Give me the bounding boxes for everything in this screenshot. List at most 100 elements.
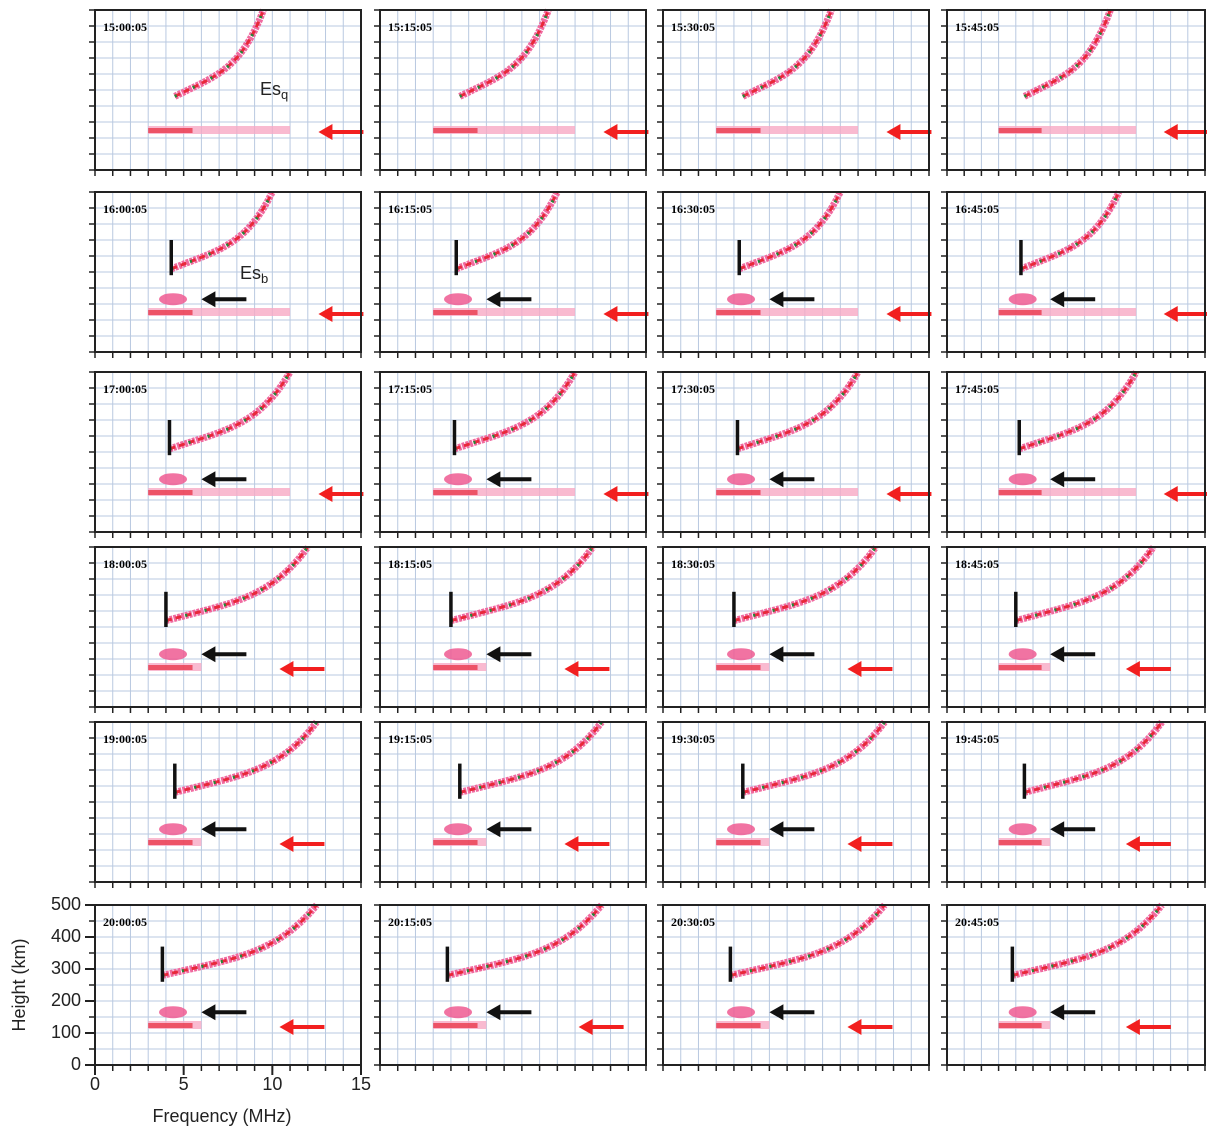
panel-time: 16:30:05 bbox=[671, 202, 715, 216]
panel-time: 17:15:05 bbox=[388, 382, 432, 396]
es-band-core bbox=[716, 310, 760, 315]
panel-time: 19:00:05 bbox=[103, 732, 147, 746]
es-band-core bbox=[716, 665, 760, 670]
f-trace bbox=[1012, 905, 1162, 975]
es-band-core bbox=[999, 665, 1042, 670]
f-trace-core bbox=[171, 192, 272, 269]
arrow-head bbox=[201, 1004, 215, 1020]
ionogram-panel: 19:45:05 bbox=[941, 722, 1205, 888]
panel-time: 15:30:05 bbox=[671, 20, 715, 34]
f-trace-core bbox=[456, 192, 557, 269]
panel-time: 19:30:05 bbox=[671, 732, 715, 746]
f-trace bbox=[1024, 722, 1162, 792]
y-tick-label: 0 bbox=[71, 1054, 81, 1074]
panel-time: 20:30:05 bbox=[671, 915, 715, 929]
f-trace-core bbox=[1021, 192, 1119, 269]
f-trace-green bbox=[171, 192, 272, 269]
f-trace-green bbox=[1021, 192, 1119, 269]
arrow-head bbox=[769, 1004, 783, 1020]
panel-time: 17:00:05 bbox=[103, 382, 147, 396]
f-trace bbox=[1021, 192, 1119, 269]
es-b-blob bbox=[727, 648, 755, 660]
ionogram-panel: 15:00:05 bbox=[89, 10, 363, 176]
es-b-blob bbox=[444, 1006, 472, 1018]
es-band-core bbox=[999, 840, 1042, 845]
panel-time: 18:15:05 bbox=[388, 557, 432, 571]
es-band-core bbox=[148, 128, 192, 133]
panel-time: 15:45:05 bbox=[955, 20, 999, 34]
arrow-head bbox=[1050, 646, 1064, 662]
es-band-core bbox=[148, 665, 192, 670]
es-band-core bbox=[148, 490, 192, 495]
figure: Frequency (MHz) Height (km) 15:00:0515:1… bbox=[0, 0, 1207, 1130]
es-band-core bbox=[999, 490, 1042, 495]
annotation-base: Es bbox=[240, 263, 261, 283]
es-band-core bbox=[433, 128, 477, 133]
es-band-core bbox=[999, 310, 1042, 315]
ionogram-panel: 16:00:05 bbox=[89, 192, 363, 358]
panel-time: 19:45:05 bbox=[955, 732, 999, 746]
f-trace-green bbox=[1024, 722, 1162, 792]
es-b-blob bbox=[444, 823, 472, 835]
arrow-head bbox=[486, 471, 500, 487]
arrow-head bbox=[486, 1004, 500, 1020]
ionogram-panel: 17:15:05 bbox=[374, 372, 648, 538]
annotation: Esq bbox=[260, 79, 288, 103]
panel-time: 19:15:05 bbox=[388, 732, 432, 746]
panel-time: 17:30:05 bbox=[671, 382, 715, 396]
f-trace bbox=[175, 722, 317, 792]
panel-time: 16:15:05 bbox=[388, 202, 432, 216]
f-trace-core bbox=[743, 722, 885, 792]
es-b-blob bbox=[159, 293, 187, 305]
es-b-blob bbox=[727, 473, 755, 485]
x-axis-label: Frequency (MHz) bbox=[152, 1106, 291, 1126]
es-band-core bbox=[433, 840, 477, 845]
f-trace-green bbox=[162, 905, 316, 975]
arrow-head bbox=[769, 821, 783, 837]
ionogram-panel: 16:30:05 bbox=[657, 192, 931, 358]
es-b-blob bbox=[444, 473, 472, 485]
arrow-head bbox=[769, 291, 783, 307]
f-trace-core bbox=[1024, 722, 1162, 792]
arrow-head bbox=[1050, 291, 1064, 307]
panel-time: 17:45:05 bbox=[955, 382, 999, 396]
f-trace-green bbox=[730, 905, 884, 975]
es-b-blob bbox=[727, 1006, 755, 1018]
f-trace-green bbox=[1012, 905, 1162, 975]
f-trace-green bbox=[456, 192, 557, 269]
ionogram-panel: 17:45:05 bbox=[941, 372, 1207, 538]
ionogram-panel: 19:30:05 bbox=[657, 722, 929, 888]
arrow-head bbox=[769, 646, 783, 662]
ionogram-panel: 16:15:05 bbox=[374, 192, 648, 358]
ionogram-panel: 20:30:05 bbox=[657, 905, 929, 1071]
y-tick-label: 100 bbox=[51, 1022, 81, 1042]
f-trace-green bbox=[447, 905, 601, 975]
es-b-blob bbox=[1009, 473, 1037, 485]
es-b-blob bbox=[1009, 648, 1037, 660]
es-band-core bbox=[148, 310, 192, 315]
es-b-blob bbox=[727, 823, 755, 835]
es-b-blob bbox=[159, 648, 187, 660]
es-b-blob bbox=[1009, 1006, 1037, 1018]
arrow-head bbox=[1050, 821, 1064, 837]
f-trace bbox=[447, 905, 601, 975]
f-trace-core bbox=[447, 905, 601, 975]
annotation-base: Es bbox=[260, 79, 281, 99]
f-trace-core bbox=[730, 905, 884, 975]
ionogram-panel: 18:00:05 bbox=[89, 547, 361, 713]
f-trace-green bbox=[175, 722, 317, 792]
annotation-sub: b bbox=[261, 271, 268, 286]
ionogram-panel: 20:45:05 bbox=[941, 905, 1205, 1071]
arrow-head bbox=[486, 646, 500, 662]
panel-time: 18:00:05 bbox=[103, 557, 147, 571]
panel-time: 18:45:05 bbox=[955, 557, 999, 571]
ionogram-panel: 18:30:05 bbox=[657, 547, 929, 713]
panel-time: 18:30:05 bbox=[671, 557, 715, 571]
f-trace-green bbox=[460, 722, 602, 792]
ionogram-panel: 15:45:05 bbox=[941, 10, 1207, 176]
es-band-core bbox=[716, 490, 760, 495]
ionogram-panel: 17:30:05 bbox=[657, 372, 931, 538]
es-band-core bbox=[148, 840, 192, 845]
y-tick-label: 400 bbox=[51, 926, 81, 946]
arrow-head bbox=[769, 471, 783, 487]
